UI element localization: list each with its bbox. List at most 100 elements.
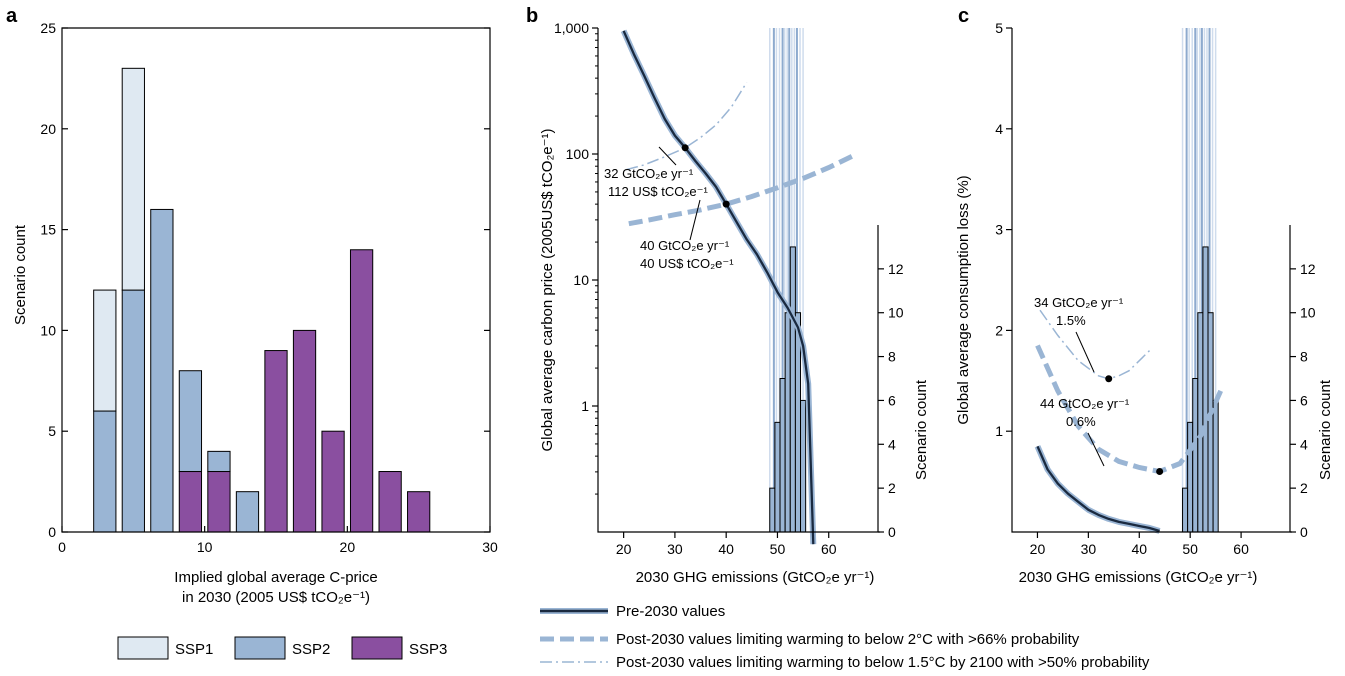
panel-a-bars bbox=[93, 67, 431, 533]
panel-letter-a: a bbox=[6, 5, 18, 27]
panel-a-legend: SSP1 SSP2 SSP3 bbox=[117, 636, 447, 660]
bar-ssp3-10 bbox=[378, 471, 402, 533]
series-post2-line bbox=[1035, 344, 1223, 475]
bottom-legend: Pre-2030 values Post-2030 values limitin… bbox=[540, 603, 1150, 671]
y-tick-label: 1 bbox=[581, 398, 589, 414]
y-tick-label: 20 bbox=[40, 121, 56, 137]
bar-ssp2-4 bbox=[207, 450, 231, 473]
hist-bar-1 bbox=[1187, 421, 1194, 533]
y2-tick-label: 10 bbox=[888, 305, 904, 321]
legend-swatch-ssp3 bbox=[351, 636, 403, 660]
highlight-point-0 bbox=[681, 144, 689, 152]
y-tick-label: 10 bbox=[573, 272, 589, 288]
annotation-b1-line1: 32 GtCO₂e yr⁻¹ bbox=[604, 166, 694, 181]
bar-ssp1-0 bbox=[93, 289, 117, 412]
y2-tick-label: 8 bbox=[1300, 349, 1308, 365]
hist-bar-1 bbox=[774, 421, 781, 533]
leader-b2 bbox=[689, 199, 701, 241]
bar-ssp3-4 bbox=[207, 471, 231, 533]
y2-tick-label: 10 bbox=[1300, 305, 1316, 321]
y-tick-label: 4 bbox=[995, 121, 1003, 137]
y-tick-label: 15 bbox=[40, 222, 56, 238]
y2-tick-label: 2 bbox=[888, 480, 896, 496]
panel-a-xlabel-line1: Implied global average C-price bbox=[174, 569, 377, 586]
bar-ssp2-2 bbox=[150, 208, 174, 533]
hist-bar-2 bbox=[1192, 378, 1199, 533]
hist-bar-4 bbox=[789, 246, 796, 533]
panel-b-ticks: 20 30 40 50 60 1 10 100 1,000 0 2 4 6 8 10 12 bbox=[554, 20, 904, 557]
series-pre-line bbox=[1036, 445, 1160, 533]
panel-a: 0 10 20 30 0 5 10 15 20 25 Scenario count Implied… bbox=[12, 20, 498, 660]
y2-tick-label: 0 bbox=[1300, 524, 1308, 540]
annotation-b2-line2: 40 US$ tCO₂e⁻¹ bbox=[640, 256, 734, 271]
leader-c2 bbox=[1087, 432, 1105, 467]
y-tick-label: 5 bbox=[995, 20, 1003, 36]
panel-a-ylabel: Scenario count bbox=[12, 224, 29, 325]
bar-ssp3-3 bbox=[178, 471, 203, 533]
x-tick-label: 30 bbox=[482, 539, 498, 555]
x-tick-label: 30 bbox=[667, 541, 683, 557]
panel-b: 20 30 40 50 60 1 10 100 1,000 0 2 4 6 8 10 12 Global av… bbox=[539, 20, 930, 586]
hist-bar-6 bbox=[800, 399, 807, 533]
bar-ssp3-8 bbox=[321, 430, 345, 533]
hist-bar-0 bbox=[769, 487, 776, 533]
x-tick-label: 10 bbox=[197, 539, 213, 555]
y2-tick-label: 2 bbox=[1300, 480, 1308, 496]
series-post2-line bbox=[628, 152, 856, 227]
legend-post2-label: Post-2030 values limiting warming to bel… bbox=[616, 631, 1080, 648]
series-post15-line bbox=[626, 82, 748, 171]
y-tick-label: 1 bbox=[995, 423, 1003, 439]
y2-tick-label: 12 bbox=[888, 261, 904, 277]
legend-post15-label: Post-2030 values limiting warming to bel… bbox=[616, 654, 1150, 671]
x-tick-label: 60 bbox=[1233, 541, 1249, 557]
annotation-c2-line1: 44 GtCO₂e yr⁻¹ bbox=[1040, 396, 1130, 411]
bar-ssp1-1 bbox=[121, 67, 145, 291]
x-tick-label: 20 bbox=[1030, 541, 1046, 557]
hist-bar-3 bbox=[784, 312, 791, 533]
bar-ssp3-9 bbox=[349, 249, 374, 533]
y2-tick-label: 4 bbox=[1300, 436, 1308, 452]
panel-letter-c: c bbox=[958, 5, 969, 27]
x-tick-label: 40 bbox=[718, 541, 734, 557]
leader-c1 bbox=[1075, 331, 1095, 373]
x-tick-label: 30 bbox=[1081, 541, 1097, 557]
panel-a-ticks: 0 10 20 30 0 5 10 15 20 25 bbox=[40, 20, 498, 555]
hist-bar-6 bbox=[1212, 399, 1219, 533]
hist-bar-2 bbox=[779, 378, 786, 533]
panel-c-xlabel: 2030 GHG emissions (GtCO₂e yr⁻¹) bbox=[1019, 569, 1258, 586]
y-tick-label: 10 bbox=[40, 322, 56, 338]
highlight-point-0 bbox=[1105, 375, 1113, 383]
x-tick-label: 60 bbox=[821, 541, 837, 557]
bar-ssp3-11 bbox=[407, 491, 431, 533]
series-post15-line bbox=[1039, 309, 1151, 380]
y2-tick-label: 0 bbox=[888, 524, 896, 540]
panel-c-ylabel: Global average consumption loss (%) bbox=[955, 175, 972, 424]
legend-pre-label: Pre-2030 values bbox=[616, 603, 725, 620]
y2-tick-label: 6 bbox=[1300, 392, 1308, 408]
x-tick-label: 20 bbox=[616, 541, 632, 557]
y-tick-label: 3 bbox=[995, 222, 1003, 238]
y2-tick-label: 6 bbox=[888, 392, 896, 408]
bar-ssp2-5 bbox=[235, 491, 260, 533]
y-tick-label: 25 bbox=[40, 20, 56, 36]
y-tick-label: 1,000 bbox=[554, 20, 589, 36]
annotation-b2-line1: 40 GtCO₂e yr⁻¹ bbox=[640, 238, 730, 253]
bar-ssp2-3 bbox=[178, 370, 203, 473]
leader-b1 bbox=[658, 146, 677, 166]
panel-letter-b: b bbox=[526, 5, 538, 27]
legend-label-ssp1: SSP1 bbox=[175, 641, 213, 658]
x-tick-label: 20 bbox=[340, 539, 356, 555]
hist-bar-4 bbox=[1202, 246, 1209, 533]
y-tick-label: 2 bbox=[995, 322, 1003, 338]
bar-ssp3-6 bbox=[264, 350, 288, 533]
panel-b-plot bbox=[620, 28, 856, 545]
x-tick-label: 50 bbox=[770, 541, 786, 557]
panel-c-plot bbox=[1034, 28, 1223, 534]
panel-c-ylabel2: Scenario count bbox=[1317, 379, 1334, 480]
annotation-b1-line2: 112 US$ tCO₂e⁻¹ bbox=[608, 184, 708, 199]
highlight-point-1 bbox=[722, 200, 730, 208]
panel-b-ylabel: Global average carbon price (2005US$ tCO… bbox=[539, 128, 556, 451]
